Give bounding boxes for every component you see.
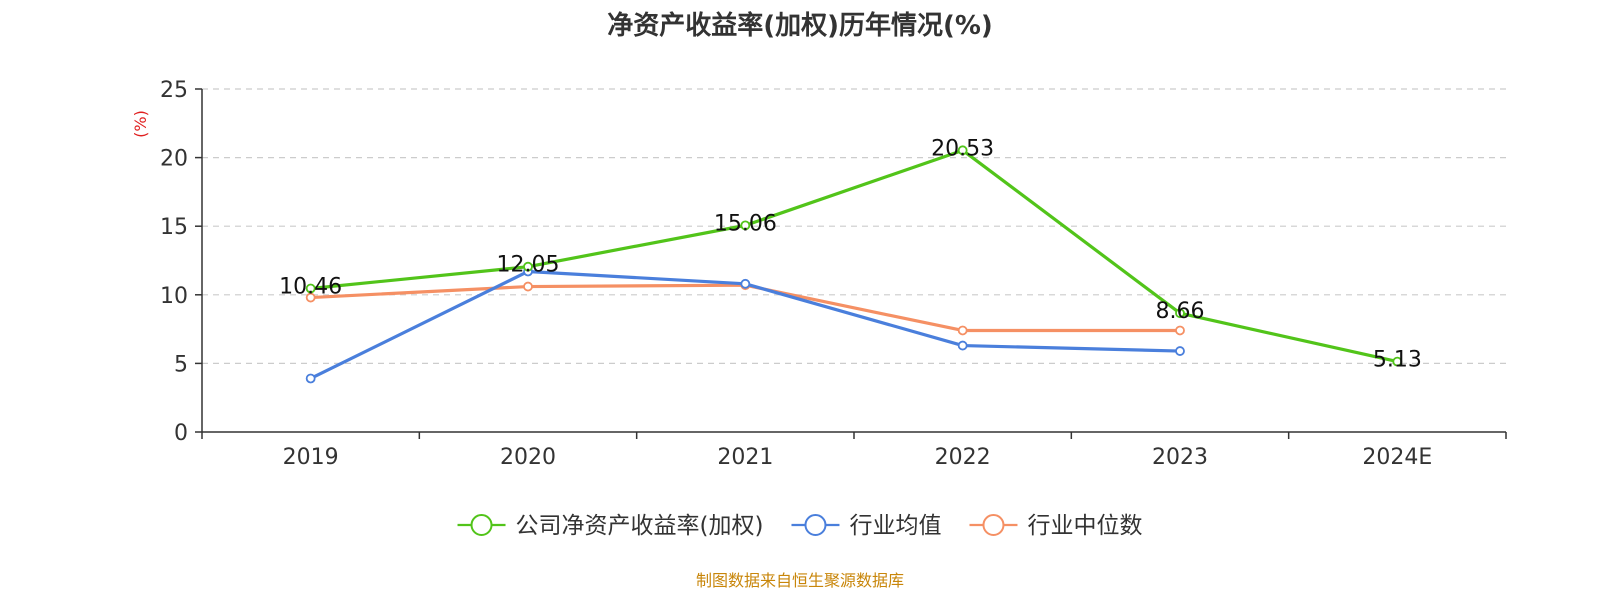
y-tick-label: 15	[160, 215, 188, 240]
legend-label: 行业中位数	[1027, 513, 1142, 539]
data-point[interactable]	[1175, 325, 1185, 336]
x-tick-label: 2024E	[1362, 445, 1432, 470]
legend-swatch-marker	[804, 514, 827, 536]
legend-swatch-marker	[982, 514, 1005, 536]
x-tick-label: 2022	[935, 445, 991, 470]
y-tick-label: 20	[160, 147, 188, 172]
data-label: 8.66	[1156, 299, 1205, 324]
data-point[interactable]	[957, 340, 968, 351]
data-labels: 10.46 12.05 15.06 20.53 8.66 5.13	[279, 136, 1422, 372]
data-point[interactable]	[957, 325, 968, 336]
source-note: 制图数据来自恒生聚源数据库	[696, 571, 904, 590]
y-tick-label: 5	[174, 352, 188, 377]
grid-lines	[202, 88, 1506, 364]
data-label: 12.05	[497, 253, 560, 278]
y-axis-label: (%)	[131, 110, 150, 138]
data-point[interactable]	[305, 373, 316, 384]
x-tick-label: 2020	[500, 445, 556, 470]
data-label: 15.06	[714, 211, 777, 236]
data-point[interactable]	[957, 145, 968, 156]
data-label: 10.46	[279, 274, 342, 299]
series-line	[310, 148, 1398, 364]
x-tick-label: 2019	[283, 445, 339, 470]
legend[interactable]: 公司净资产收益率(加权) 行业均值 行业中位数	[457, 513, 1143, 539]
y-tick-label: 25	[160, 78, 188, 103]
series-group	[305, 145, 1403, 384]
data-label: 5.13	[1373, 348, 1422, 373]
data-point[interactable]	[305, 283, 316, 294]
x-tick-label: 2021	[717, 445, 773, 470]
data-point[interactable]	[1175, 346, 1185, 356]
x-tick-label: 2023	[1152, 445, 1208, 470]
data-label: 20.53	[931, 136, 994, 161]
legend-label: 行业均值	[849, 513, 941, 539]
series-line	[310, 283, 1180, 333]
data-point[interactable]	[523, 261, 533, 272]
y-tick-label: 0	[174, 421, 188, 446]
data-point[interactable]	[740, 220, 751, 231]
legend-label: 公司净资产收益率(加权)	[516, 513, 764, 539]
data-point[interactable]	[305, 292, 316, 303]
data-point[interactable]	[1175, 308, 1185, 319]
legend-swatch-marker	[470, 514, 493, 536]
y-tick-label: 10	[160, 284, 188, 309]
axes: 0 5 10 15 20 25 2019 2020 2021 2022 2023 2024E	[160, 78, 1507, 470]
legend-item[interactable]: 行业均值	[791, 513, 941, 539]
legend-item[interactable]: 行业中位数	[969, 513, 1142, 539]
legend-item[interactable]: 公司净资产收益率(加权)	[457, 513, 764, 539]
data-point[interactable]	[740, 278, 751, 289]
chart-title: 净资产收益率(加权)历年情况(%)	[607, 10, 993, 41]
data-point[interactable]	[523, 281, 533, 292]
data-point[interactable]	[1392, 356, 1403, 367]
